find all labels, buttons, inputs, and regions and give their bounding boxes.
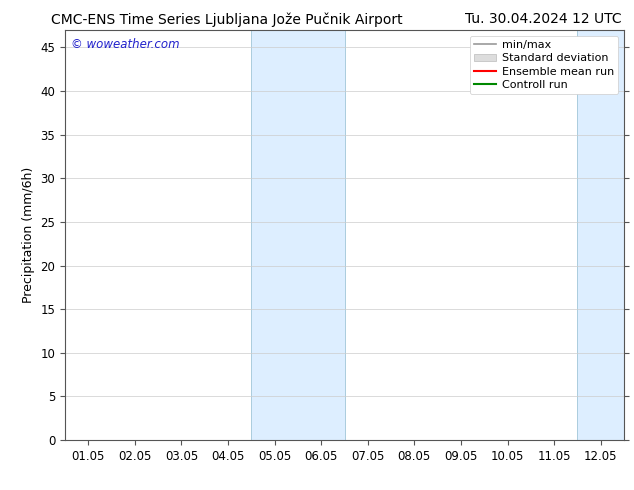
Bar [251, 30, 344, 440]
Y-axis label: Precipitation (mm/6h): Precipitation (mm/6h) [22, 167, 35, 303]
Bar [578, 30, 634, 440]
Text: Tu. 30.04.2024 12 UTC: Tu. 30.04.2024 12 UTC [465, 12, 621, 26]
Text: CMC-ENS Time Series Ljubljana Jože Pučnik Airport: CMC-ENS Time Series Ljubljana Jože Pučni… [51, 12, 403, 27]
Legend: min/max, Standard deviation, Ensemble mean run, Controll run: min/max, Standard deviation, Ensemble me… [470, 36, 618, 95]
Text: © woweather.com: © woweather.com [70, 38, 179, 51]
